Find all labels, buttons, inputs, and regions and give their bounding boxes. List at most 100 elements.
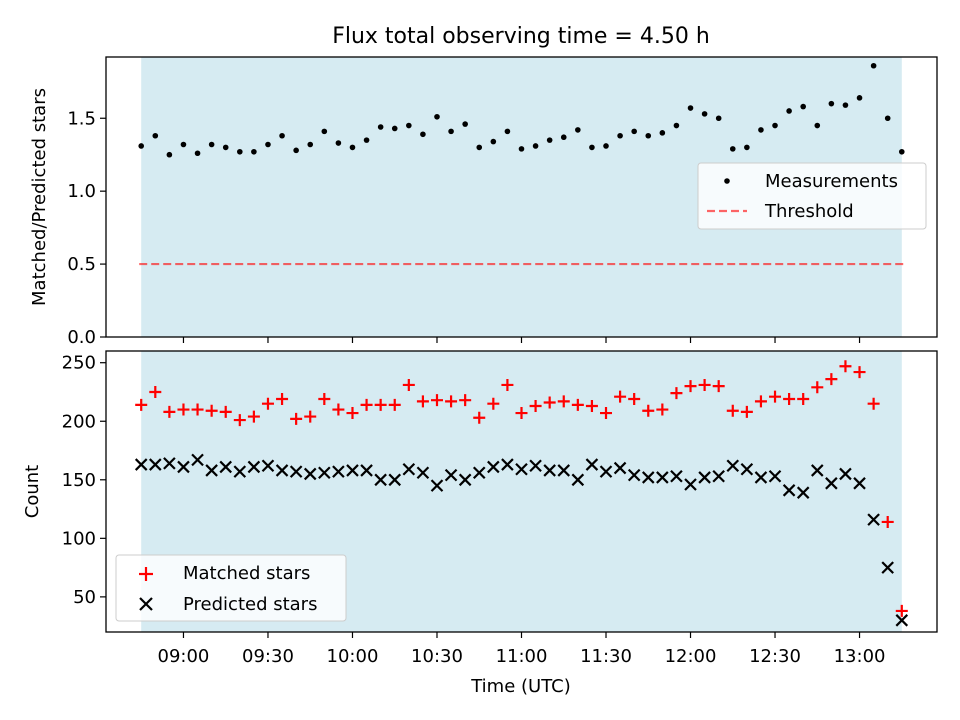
predicted-stars-points [134, 453, 909, 627]
x-tick-label: 10:30 [411, 646, 463, 667]
matched-star-point [614, 390, 627, 403]
matched-star-point [416, 395, 429, 408]
x-tick-label: 11:30 [580, 646, 632, 667]
x-tick-label: 13:00 [834, 646, 886, 667]
time-x-ticks: 09:00 09:30 10:00 10:30 11:00 11:30 12:00 12:30… [158, 632, 886, 667]
matched-star-point [501, 378, 514, 391]
matched-star-point [135, 398, 148, 411]
matched-star-point [191, 403, 204, 416]
predicted-star-point [149, 458, 162, 471]
measurement-point [138, 143, 145, 149]
measurement-point [532, 143, 539, 149]
measurement-point [462, 121, 468, 127]
predicted-star-point [289, 465, 303, 478]
y-tick-label: 50 [73, 587, 96, 608]
measurement-point [800, 103, 806, 110]
measurement-point [420, 131, 426, 138]
matched-star-point [797, 393, 810, 406]
predicted-star-point [853, 477, 866, 490]
measurement-points [138, 62, 905, 158]
matched-star-point [177, 403, 190, 416]
predicted-star-point [867, 513, 880, 526]
predicted-star-point [895, 614, 909, 627]
measurement-point [222, 144, 229, 151]
measurement-point [406, 122, 412, 129]
y-tick-label: 1.5 [67, 108, 96, 129]
x-tick-label: 10:00 [327, 646, 379, 667]
measurement-point [631, 128, 637, 135]
matched-star-point [529, 400, 542, 413]
predicted-star-point [247, 460, 261, 474]
legend-matched-marker [139, 567, 153, 581]
matched-star-point [811, 381, 824, 394]
matched-star-point [642, 404, 655, 417]
matched-star-point [332, 403, 345, 416]
matched-star-point [543, 396, 556, 409]
predicted-star-point [261, 459, 275, 473]
ratio-y-ticks: 0.0 0.5 1.0 1.5 [67, 108, 106, 348]
legend-predicted-label: Predicted stars [183, 594, 317, 615]
y-tick-label: 1.0 [67, 181, 96, 202]
predicted-star-point [599, 465, 613, 478]
predicted-star-point [177, 460, 190, 474]
predicted-star-point [627, 468, 641, 482]
matched-star-point [825, 373, 838, 386]
ratio-y-axis-label: Matched/Predicted stars [29, 88, 50, 306]
counts-legend: Matched stars Predicted stars [115, 554, 347, 622]
matched-stars-points [135, 360, 908, 617]
ratio-legend-box [697, 162, 927, 230]
measurement-point [363, 137, 370, 143]
predicted-star-point [839, 467, 852, 481]
y-tick-label: 250 [62, 353, 96, 374]
predicted-star-point [782, 484, 796, 497]
measurement-point [701, 111, 708, 117]
measurement-point [208, 141, 215, 148]
matched-star-point [374, 398, 387, 411]
predicted-star-point [303, 467, 317, 481]
measurement-point [729, 146, 736, 152]
matched-star-point [670, 387, 683, 400]
x-tick-label: 12:00 [665, 646, 717, 667]
matched-star-point [247, 410, 260, 423]
measurement-point [504, 128, 511, 135]
predicted-star-point [768, 470, 782, 483]
counts-y-ticks: 50 100 150 200 250 [62, 353, 106, 608]
ratio-axes-frame [105, 56, 938, 338]
matched-star-point [740, 405, 753, 418]
measurement-point [673, 122, 680, 129]
measurement-point [758, 127, 764, 133]
matched-star-point [895, 604, 908, 617]
predicted-star-point [641, 471, 655, 484]
matched-star-point [726, 404, 739, 417]
counts-y-axis-label: Count [22, 465, 43, 518]
matched-star-point [853, 366, 866, 379]
y-tick-label: 150 [62, 470, 96, 491]
measurement-point [645, 132, 652, 139]
y-tick-label: 100 [62, 528, 96, 549]
predicted-star-point [585, 458, 599, 471]
matched-star-point [304, 410, 317, 423]
predicted-star-point [740, 462, 754, 476]
x-tick-label: 12:30 [749, 646, 801, 667]
measurement-point [434, 113, 440, 120]
predicted-star-point [360, 464, 373, 477]
matched-star-point [628, 393, 641, 406]
predicted-star-point [529, 459, 542, 473]
predicted-star-point [543, 464, 556, 477]
measurement-point [744, 144, 750, 151]
ratio-x-ticks [182, 337, 861, 343]
predicted-star-point [374, 473, 387, 487]
measurement-point [518, 146, 525, 152]
predicted-star-point [416, 466, 430, 480]
predicted-star-point [134, 458, 148, 471]
measurement-point [786, 108, 792, 114]
counts-axes-frame [105, 350, 938, 633]
matched-star-point [219, 405, 232, 418]
x-axis-label: Time (UTC) [470, 676, 571, 697]
matched-star-point [754, 395, 767, 408]
matched-star-point [445, 395, 458, 408]
predicted-star-point [233, 465, 247, 478]
ratio-panel: 0.0 0.5 1.0 1.5 Matched/Predicted stars Mea… [29, 56, 938, 348]
matched-star-point [557, 395, 570, 408]
measurement-point [560, 134, 567, 141]
